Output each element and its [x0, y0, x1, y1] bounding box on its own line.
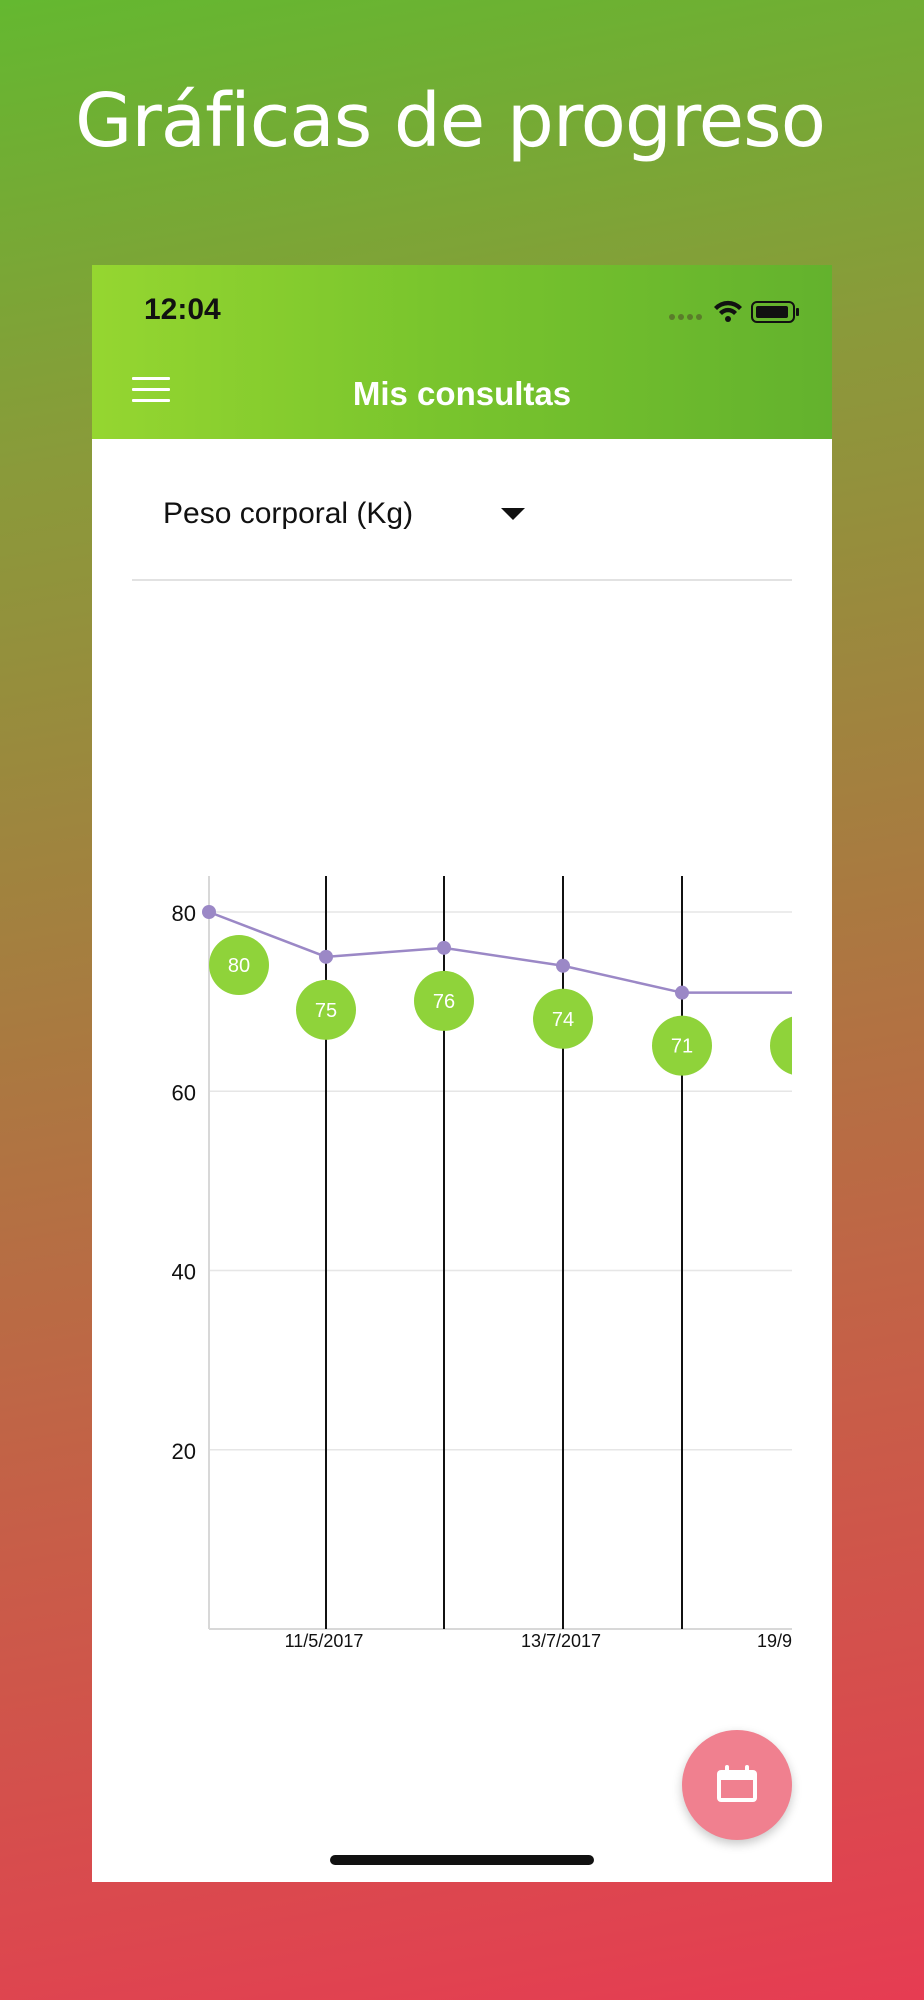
app-bar-title: Mis consultas [352, 375, 572, 412]
data-point [556, 958, 570, 973]
metric-dropdown-value: Peso corporal (Kg) [163, 497, 414, 530]
value-bubble-label: 7 [794, 1036, 805, 1058]
data-point [319, 949, 333, 964]
value-bubble-label: 74 [552, 1009, 574, 1031]
value-bubble: 75 [296, 979, 356, 1040]
metric-dropdown[interactable]: Peso corporal (Kg) [132, 487, 792, 581]
status-icons [664, 295, 804, 325]
value-bubble-label: 80 [228, 955, 250, 977]
app-bar: 12:04 Mis consultas [92, 265, 832, 439]
wifi-icon [714, 300, 742, 322]
y-tick-label: 80 [172, 901, 196, 926]
value-bubble-label: 75 [315, 1000, 337, 1022]
x-tick-label: 13/7/2017 [521, 1631, 601, 1651]
dropdown-arrow-icon [501, 508, 525, 520]
value-bubble: 80 [209, 935, 269, 995]
y-tick-label: 40 [172, 1260, 196, 1285]
value-bubble: 76 [414, 970, 474, 1031]
battery-icon [751, 301, 799, 323]
value-bubble-label: 76 [433, 991, 455, 1013]
page-headline: Gráficas de progreso [74, 78, 826, 164]
hamburger-menu-icon[interactable] [132, 377, 170, 403]
y-tick-label: 20 [172, 1439, 196, 1464]
home-indicator [330, 1855, 594, 1865]
phone-screen: 12:04 Mis consultas [92, 265, 832, 1882]
data-point [202, 905, 216, 919]
y-tick-label: 60 [172, 1080, 196, 1105]
status-time: 12:04 [144, 293, 221, 326]
calendar-fab-button[interactable] [682, 1730, 792, 1840]
series-line [208, 910, 792, 994]
x-tick-label: 19/9 [757, 1631, 792, 1651]
value-bubble-label: 71 [671, 1036, 693, 1058]
x-tick-label: 11/5/2017 [285, 1631, 364, 1651]
value-bubble: 7 [770, 1016, 805, 1075]
weight-progress-chart: 80 60 40 20 80 75 76 74 71 7 11/5/2017 13/7/2017 19/… [172, 876, 805, 1651]
data-point [437, 940, 451, 955]
value-bubble: 71 [652, 1015, 712, 1076]
calendar-icon [717, 1765, 757, 1802]
data-point [675, 985, 689, 1000]
value-bubble: 74 [533, 988, 593, 1049]
signal-icon [669, 314, 702, 320]
